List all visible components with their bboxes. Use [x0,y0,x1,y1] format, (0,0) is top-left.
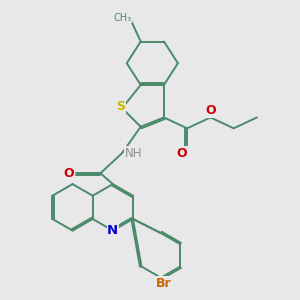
Text: O: O [176,147,187,160]
Text: NH: NH [124,147,142,160]
Text: O: O [205,104,216,117]
Text: Br: Br [155,277,171,290]
Text: CH₃: CH₃ [114,13,132,23]
Text: O: O [64,167,74,180]
Text: N: N [107,224,118,237]
Text: S: S [116,100,125,113]
